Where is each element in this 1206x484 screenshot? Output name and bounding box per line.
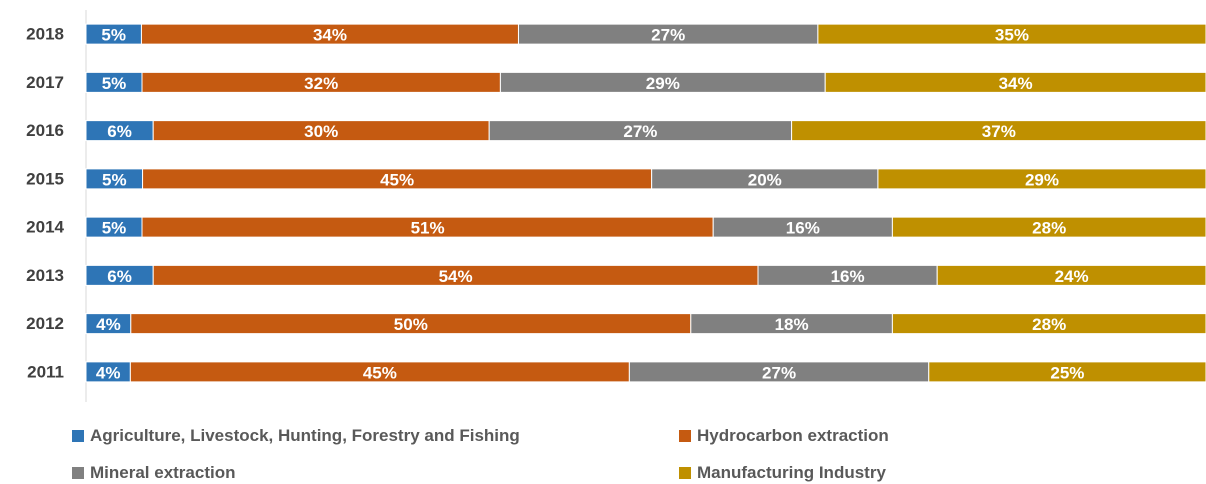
data-label-2015-mineral: 20%	[748, 170, 782, 189]
data-label-2012-mineral: 18%	[775, 315, 809, 334]
category-label-2012: 2012	[26, 314, 64, 333]
data-label-2011-manufacturing: 25%	[1050, 363, 1084, 382]
data-label-2014-manufacturing: 28%	[1032, 219, 1066, 238]
data-label-2013-hydrocarbon: 54%	[439, 267, 473, 286]
data-label-2011-mineral: 27%	[762, 363, 796, 382]
data-label-2016-mineral: 27%	[623, 122, 657, 141]
data-label-2018-manufacturing: 35%	[995, 26, 1029, 45]
data-label-2011-hydrocarbon: 45%	[363, 363, 397, 382]
data-label-2018-agriculture: 5%	[101, 26, 126, 45]
data-label-2018-mineral: 27%	[651, 26, 685, 45]
data-label-2014-mineral: 16%	[786, 219, 820, 238]
category-label-2015: 2015	[26, 169, 64, 188]
data-label-2013-manufacturing: 24%	[1055, 267, 1089, 286]
data-label-2017-hydrocarbon: 32%	[304, 74, 338, 93]
bar-2015-manufacturing	[877, 168, 1206, 190]
category-label-2011: 2011	[27, 362, 64, 381]
category-label-2016: 2016	[26, 121, 64, 140]
data-label-2013-agriculture: 6%	[107, 267, 132, 286]
data-label-2011-agriculture: 4%	[96, 363, 121, 382]
bar-2017-manufacturing	[824, 71, 1206, 93]
data-label-2017-mineral: 29%	[646, 74, 680, 93]
category-label-2017: 2017	[26, 73, 64, 92]
data-label-2012-agriculture: 4%	[96, 315, 121, 334]
data-label-2014-hydrocarbon: 51%	[411, 219, 445, 238]
data-label-2012-hydrocarbon: 50%	[394, 315, 428, 334]
category-label-2013: 2013	[26, 266, 64, 285]
bar-2012-manufacturing	[891, 313, 1206, 335]
category-labels-group: 2018 2017 2016 2015 2014 2013 2012 2011	[26, 25, 64, 382]
data-label-2018-hydrocarbon: 34%	[313, 26, 347, 45]
data-label-2017-agriculture: 5%	[102, 74, 127, 93]
data-label-2015-manufacturing: 29%	[1025, 170, 1059, 189]
data-label-2016-manufacturing: 37%	[982, 122, 1016, 141]
bar-2014-manufacturing	[891, 216, 1206, 238]
data-label-2012-manufacturing: 28%	[1032, 315, 1066, 334]
data-label-2016-hydrocarbon: 30%	[304, 122, 338, 141]
bar-2013-manufacturing	[936, 264, 1206, 286]
bars-group: 5% 34% 27% 35% 5% 32% 29% 34% 6% 30% 27% 37% 5% 45% 20…	[85, 23, 1206, 383]
bar-2011-manufacturing	[928, 361, 1206, 383]
data-label-2015-hydrocarbon: 45%	[380, 170, 414, 189]
data-label-2015-agriculture: 5%	[102, 170, 127, 189]
data-label-2013-mineral: 16%	[831, 267, 865, 286]
category-label-2014: 2014	[26, 218, 64, 237]
data-label-2017-manufacturing: 34%	[999, 74, 1033, 93]
category-label-2018: 2018	[26, 25, 64, 44]
data-label-2014-agriculture: 5%	[102, 219, 127, 238]
data-label-2016-agriculture: 6%	[107, 122, 132, 141]
